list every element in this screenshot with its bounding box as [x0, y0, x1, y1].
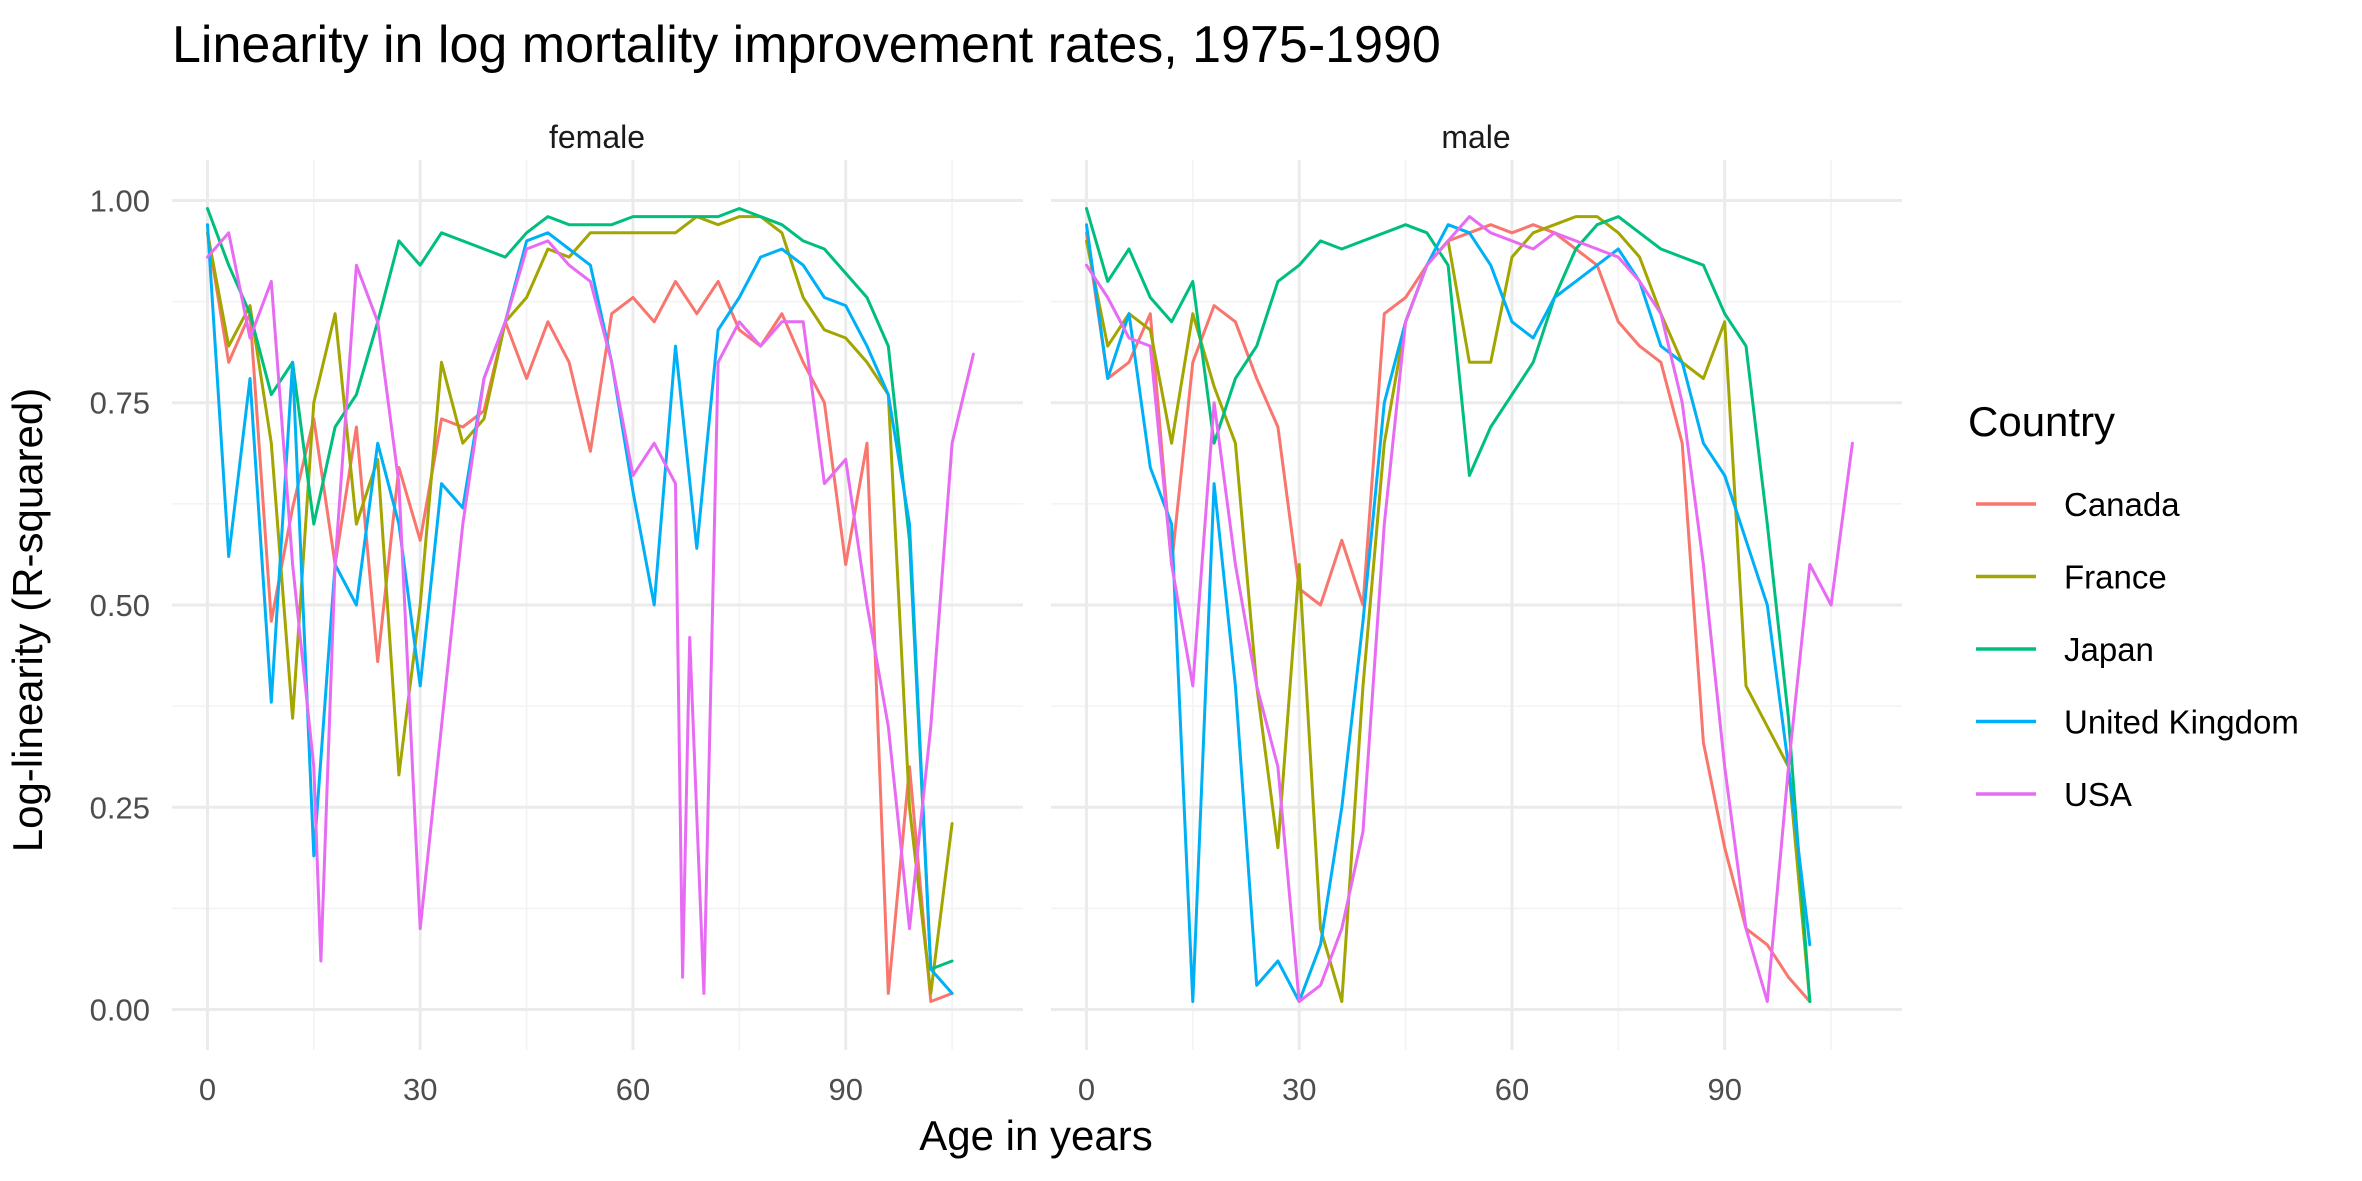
panel-female-label: female: [549, 119, 645, 155]
panel-male: male 0 30 60 90: [1051, 119, 1902, 1107]
panel-male-x-ticks: 0 30 60 90: [1078, 1072, 1742, 1107]
y-tick-label: 0.50: [90, 588, 150, 623]
y-axis-ticks: 0.00 0.25 0.50 0.75 1.00: [90, 183, 150, 1027]
legend-label-usa: USA: [2064, 776, 2132, 813]
panel-male-lines: [1085, 207, 1854, 1003]
series-line-male-france: [1085, 215, 1812, 1003]
series-line-female-usa: [206, 231, 975, 995]
panel-female: female 0 30 60 90: [172, 119, 1023, 1107]
legend-label-france: France: [2064, 559, 2167, 596]
panel-male-grid: [1051, 160, 1902, 1050]
legend: Country Canada France Japan United Kingdom U…: [1968, 398, 2299, 813]
series-line-male-canada: [1085, 223, 1812, 1003]
x-tick-label: 90: [1707, 1072, 1741, 1107]
series-line-male-united-kingdom: [1085, 223, 1812, 1003]
x-tick-label: 0: [199, 1072, 216, 1107]
series-line-female-canada: [206, 231, 954, 1003]
x-axis-title: Age in years: [919, 1112, 1152, 1159]
x-tick-label: 60: [616, 1072, 650, 1107]
legend-label-united-kingdom: United Kingdom: [2064, 704, 2299, 741]
y-tick-label: 1.00: [90, 183, 150, 218]
series-line-male-usa: [1085, 215, 1854, 1003]
legend-label-canada: Canada: [2064, 486, 2180, 523]
x-tick-label: 30: [1282, 1072, 1316, 1107]
chart-title: Linearity in log mortality improvement r…: [172, 16, 1441, 74]
series-line-female-japan: [206, 207, 954, 971]
y-tick-label: 0.00: [90, 993, 150, 1028]
y-tick-label: 0.75: [90, 386, 150, 421]
y-tick-label: 0.25: [90, 790, 150, 825]
series-line-male-japan: [1085, 207, 1812, 1003]
y-axis-title: Log-linearity (R-squared): [4, 388, 51, 853]
legend-items: Canada France Japan United Kingdom USA: [1976, 486, 2299, 813]
panel-male-label: male: [1441, 119, 1510, 155]
series-line-female-france: [206, 215, 954, 995]
x-tick-label: 60: [1495, 1072, 1529, 1107]
legend-title: Country: [1968, 398, 2115, 445]
series-line-female-united-kingdom: [206, 223, 954, 995]
x-tick-label: 90: [828, 1072, 862, 1107]
x-tick-label: 0: [1078, 1072, 1095, 1107]
panel-female-lines: [206, 207, 975, 1003]
x-tick-label: 30: [403, 1072, 437, 1107]
panel-female-x-ticks: 0 30 60 90: [199, 1072, 863, 1107]
legend-label-japan: Japan: [2064, 631, 2154, 668]
